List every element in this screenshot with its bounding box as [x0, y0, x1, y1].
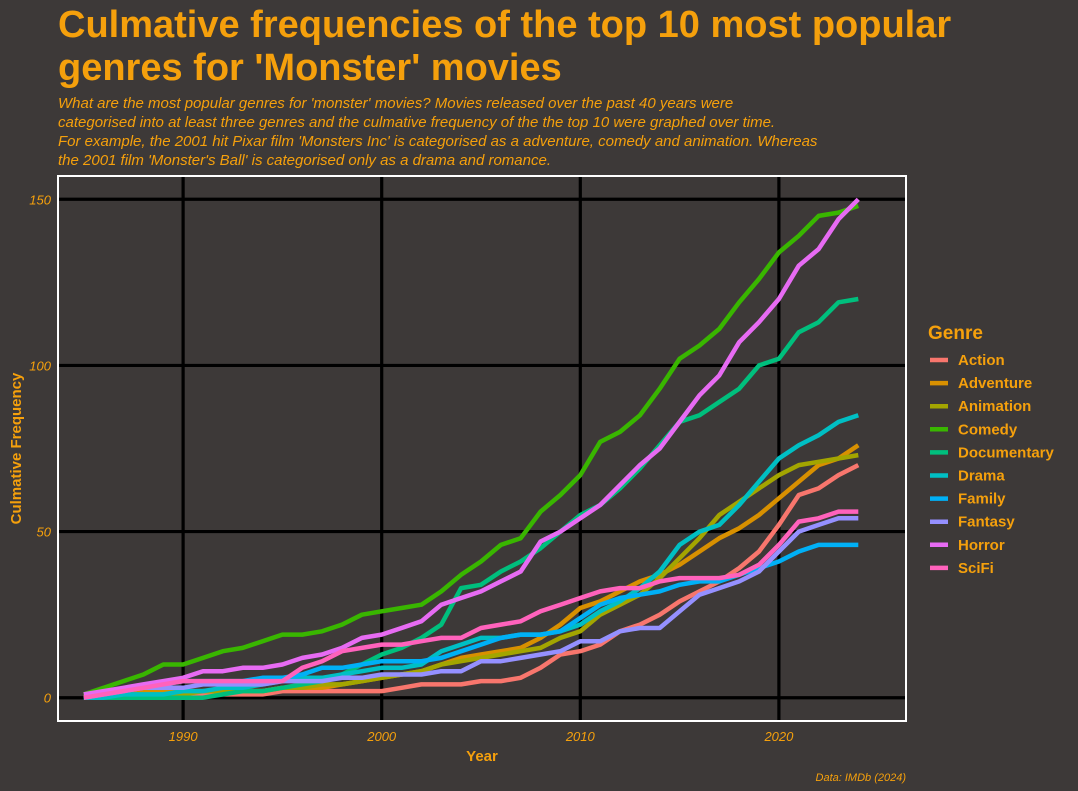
legend-label-comedy: Comedy	[958, 421, 1018, 438]
legend-label-horror: Horror	[958, 537, 1005, 554]
series-line-scifi	[83, 509, 859, 700]
chart-subtitle-line-3: For example, the 2001 hit Pixar film 'Mo…	[58, 133, 818, 150]
legend-label-animation: Animation	[958, 398, 1031, 415]
y-tick-label-0: 0	[44, 691, 52, 706]
chart-subtitle-line-1: What are the most popular genres for 'mo…	[58, 95, 733, 112]
plot-panel-border	[57, 175, 907, 722]
legend-label-family: Family	[958, 491, 1006, 508]
legend-label-scifi: SciFi	[958, 560, 994, 577]
x-tick-label-2010: 2010	[565, 729, 596, 744]
x-axis-title: Year	[466, 748, 498, 765]
x-tick-label-1990: 1990	[169, 729, 199, 744]
series-lines	[83, 197, 860, 700]
legend: Genre Action Adventure Animation Comedy Docu…	[928, 323, 1055, 577]
chart-subtitle-line-4: the 2001 film 'Monster's Ball' is catego…	[58, 152, 551, 169]
legend-label-fantasy: Fantasy	[958, 514, 1015, 531]
series-line-drama	[83, 413, 860, 700]
y-axis-title: Culmative Frequency	[8, 372, 25, 524]
legend-label-documentary: Documentary	[958, 444, 1055, 461]
chart-title-line-2: genres for 'Monster' movies	[58, 47, 562, 89]
x-tick-label-2000: 2000	[366, 729, 397, 744]
x-tick-label-2020: 2020	[763, 729, 794, 744]
series-line-horror	[83, 197, 860, 697]
legend-label-drama: Drama	[958, 468, 1005, 485]
legend-label-adventure: Adventure	[958, 375, 1032, 392]
x-axis-ticks: 1990 2000 2010 2020	[169, 729, 794, 744]
series-line-documentary	[83, 296, 859, 700]
chart-subtitle-line-2: categorised into at least three genres a…	[58, 114, 775, 131]
series-line-comedy	[83, 203, 860, 697]
data-source-caption: Data: IMDb (2024)	[816, 772, 907, 784]
y-axis-ticks: 0 50 100 150	[29, 192, 51, 705]
y-tick-label-150: 150	[29, 192, 51, 207]
y-tick-label-100: 100	[29, 358, 51, 373]
y-tick-label-50: 50	[37, 525, 52, 540]
legend-title: Genre	[928, 323, 983, 344]
legend-label-action: Action	[958, 352, 1005, 369]
chart-title-line-1: Culmative frequencies of the top 10 most…	[58, 4, 951, 46]
series-line-fantasy	[83, 516, 859, 700]
